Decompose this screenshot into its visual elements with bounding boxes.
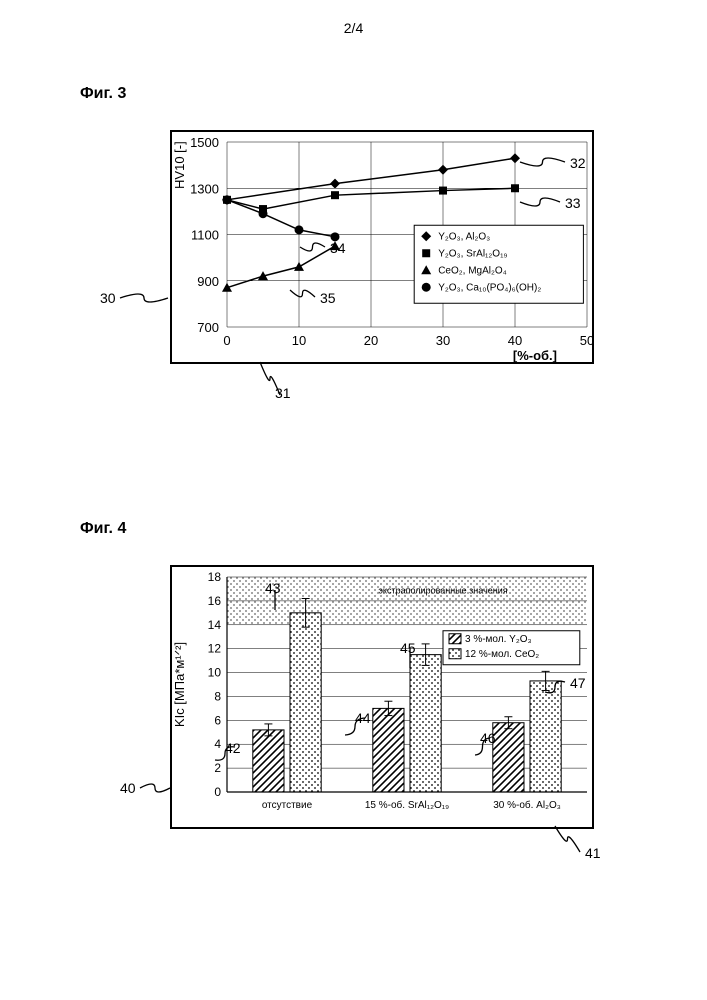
svg-text:0: 0	[214, 785, 221, 799]
svg-text:Y₂O₃, Al₂O₃: Y₂O₃, Al₂O₃	[438, 231, 490, 242]
svg-text:12: 12	[208, 642, 222, 656]
fig3-svg: 700 900 1100 1300 1500 0 10 20 30 40 50 HV10 [-] [%-…	[172, 132, 592, 362]
svg-text:12 %-мол. CeO₂: 12 %-мол. CeO₂	[465, 649, 539, 660]
svg-text:1300: 1300	[190, 181, 219, 196]
svg-text:Y₂O₃, Ca₁₀(PO₄)₆(OH)₂: Y₂O₃, Ca₁₀(PO₄)₆(OH)₂	[438, 282, 541, 293]
svg-text:экстраполированные значения: экстраполированные значения	[378, 586, 507, 596]
fig4-chart: экстраполированные значения0246810121416…	[170, 565, 594, 829]
callout-32: 32	[570, 155, 586, 171]
callout-33: 33	[565, 195, 581, 211]
svg-text:14: 14	[208, 618, 222, 632]
svg-text:10: 10	[292, 333, 306, 348]
svg-text:KIc [МПа*м¹ᐟ²]: KIc [МПа*м¹ᐟ²]	[172, 642, 187, 727]
svg-text:40: 40	[508, 333, 522, 348]
svg-text:0: 0	[223, 333, 230, 348]
callout-44: 44	[355, 710, 371, 726]
svg-text:1500: 1500	[190, 135, 219, 150]
callout-35: 35	[320, 290, 336, 306]
svg-text:2: 2	[214, 761, 221, 775]
svg-text:30: 30	[436, 333, 450, 348]
svg-text:[%-об.]: [%-об.]	[513, 348, 557, 362]
page-number: 2/4	[344, 20, 363, 36]
fig4-label: Фиг. 4	[80, 520, 126, 538]
svg-text:15 %-об. SrAl₁₂O₁₉: 15 %-об. SrAl₁₂O₁₉	[365, 799, 449, 811]
svg-text:4: 4	[214, 737, 221, 751]
callout-43: 43	[265, 580, 281, 596]
callout-40: 40	[120, 780, 136, 796]
svg-text:30 %-об. Al₂O₃: 30 %-об. Al₂O₃	[493, 799, 561, 811]
svg-text:10: 10	[208, 666, 222, 680]
callout-45: 45	[400, 640, 416, 656]
svg-text:18: 18	[208, 570, 222, 584]
svg-text:CeO₂, MgAl₂O₄: CeO₂, MgAl₂O₄	[438, 265, 507, 276]
svg-text:6: 6	[214, 713, 221, 727]
svg-text:16: 16	[208, 594, 222, 608]
callout-34: 34	[330, 240, 346, 256]
fig3-label: Фиг. 3	[80, 85, 126, 103]
svg-text:20: 20	[364, 333, 378, 348]
callout-30: 30	[100, 290, 116, 306]
svg-text:3 %-мол. Y₂O₃: 3 %-мол. Y₂O₃	[465, 634, 532, 645]
svg-text:50: 50	[580, 333, 592, 348]
callout-46: 46	[480, 730, 496, 746]
svg-text:900: 900	[197, 274, 219, 289]
callout-42: 42	[225, 740, 241, 756]
fig3-chart: 700 900 1100 1300 1500 0 10 20 30 40 50 HV10 [-] [%-…	[170, 130, 594, 364]
callout-41: 41	[585, 845, 601, 861]
svg-text:8: 8	[214, 689, 221, 703]
callout-47: 47	[570, 675, 586, 691]
fig4-svg: экстраполированные значения0246810121416…	[172, 567, 592, 827]
svg-text:Y₂O₃, SrAl₁₂O₁₉: Y₂O₃, SrAl₁₂O₁₉	[438, 248, 507, 259]
page: 2/4 Фиг. 3 70090011001300150001020304050…	[0, 0, 707, 1000]
svg-text:отсутствие: отсутствие	[262, 800, 313, 811]
svg-text:1100: 1100	[191, 228, 219, 243]
callout-31: 31	[275, 385, 291, 401]
svg-text:HV10 [-]: HV10 [-]	[172, 141, 187, 189]
svg-text:700: 700	[197, 320, 219, 335]
